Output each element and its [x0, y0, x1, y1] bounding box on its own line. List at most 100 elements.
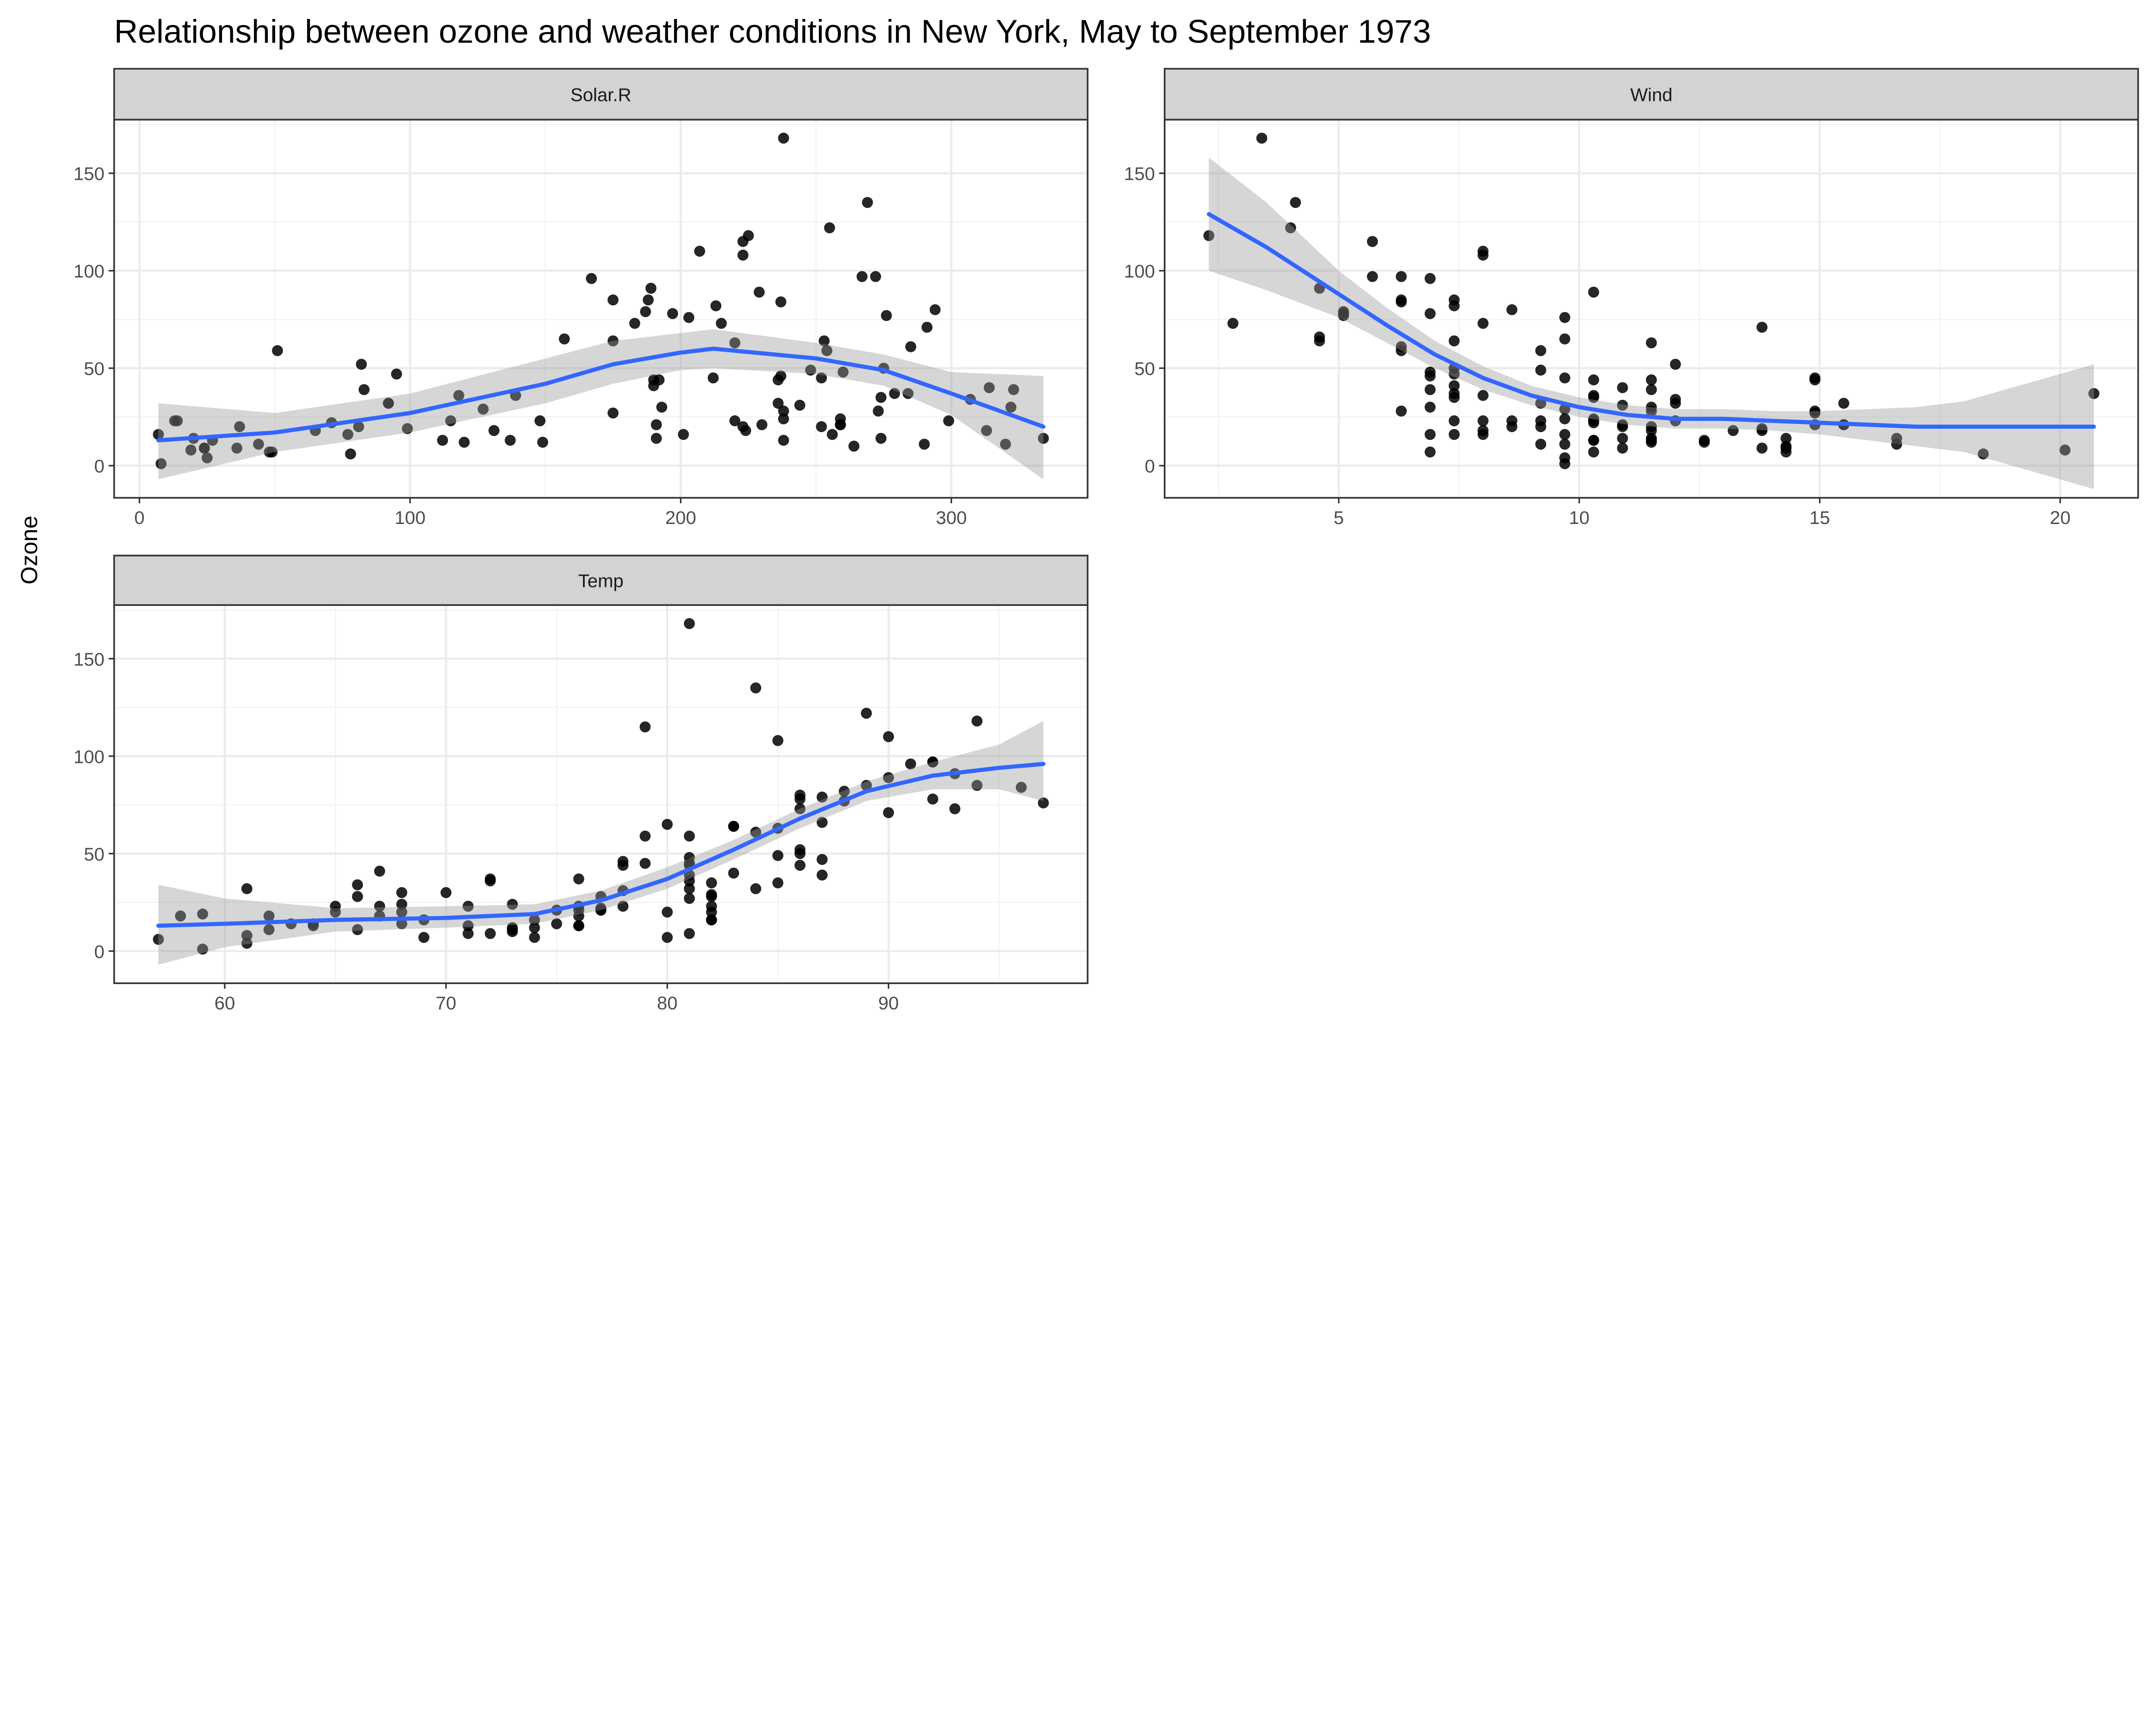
data-point: [943, 415, 954, 427]
data-point: [477, 403, 489, 415]
data-point: [737, 249, 749, 261]
data-point: [816, 817, 828, 828]
panel-solar-r: Solar.R 0 100 200 300 0 50 100 150: [74, 68, 1089, 528]
data-point: [573, 920, 584, 932]
data-point: [645, 282, 657, 294]
data-point: [1256, 132, 1267, 144]
data-point: [716, 318, 727, 329]
data-point: [816, 854, 828, 865]
data-point: [485, 928, 496, 939]
data-point: [706, 914, 717, 925]
data-point: [1448, 429, 1460, 440]
x-tick-label: 0: [134, 508, 144, 528]
data-point: [1338, 308, 1349, 319]
data-point: [778, 132, 789, 144]
data-point: [875, 392, 887, 403]
data-point: [391, 368, 402, 380]
data-point: [1535, 345, 1546, 356]
data-point: [185, 444, 197, 456]
data-point: [971, 780, 983, 791]
data-point: [875, 433, 887, 444]
y-tick-label: 50: [84, 359, 104, 380]
data-point: [155, 458, 167, 469]
data-point: [1645, 384, 1657, 395]
data-point: [1005, 401, 1017, 413]
data-point: [272, 345, 283, 356]
data-point: [856, 271, 868, 282]
data-point: [778, 435, 789, 446]
data-point: [1588, 374, 1599, 386]
data-point: [1645, 374, 1657, 386]
data-point: [1559, 452, 1570, 464]
data-point: [1506, 304, 1517, 315]
data-point: [728, 867, 740, 879]
data-point: [651, 419, 662, 430]
data-point: [1756, 322, 1768, 333]
data-point: [861, 708, 872, 719]
data-point: [1203, 230, 1215, 242]
data-point: [231, 442, 243, 454]
data-point: [537, 436, 548, 448]
data-point: [1000, 439, 1011, 450]
data-point: [1037, 797, 1049, 809]
data-point: [821, 345, 833, 356]
data-point: [234, 421, 245, 433]
data-point: [816, 421, 827, 433]
data-point: [445, 415, 456, 427]
y-tick-label: 150: [74, 164, 105, 185]
data-point: [462, 928, 474, 939]
data-point: [1588, 446, 1599, 458]
data-point: [507, 926, 518, 937]
data-point: [607, 407, 619, 419]
data-point: [772, 398, 784, 409]
data-point: [617, 856, 629, 867]
confidence-ribbon: [158, 721, 1044, 965]
data-point: [197, 944, 208, 955]
data-point: [1670, 358, 1681, 370]
panel-temp: Temp 60 70 80 90 0 50 100 150: [74, 555, 1089, 1014]
data-point: [1227, 318, 1239, 329]
facet-strip: [1163, 68, 2139, 121]
data-point: [640, 306, 651, 317]
data-point: [383, 398, 394, 409]
data-point: [708, 372, 719, 384]
data-point: [342, 429, 354, 440]
data-point: [778, 413, 789, 425]
data-point: [1448, 335, 1460, 347]
data-point: [1448, 380, 1460, 392]
data-point: [729, 337, 740, 348]
data-point: [1559, 312, 1570, 323]
data-point: [153, 934, 164, 945]
data-point: [648, 374, 659, 386]
data-point: [683, 830, 695, 842]
data-point: [1424, 384, 1436, 395]
data-point: [667, 308, 678, 319]
facet-strip-label: Wind: [1630, 85, 1673, 105]
data-point: [345, 448, 356, 460]
data-point: [607, 294, 619, 306]
data-point: [805, 364, 816, 376]
data-point: [241, 930, 253, 941]
data-point: [2059, 444, 2071, 456]
x-tick-label: 15: [1809, 508, 1830, 528]
data-point: [1395, 271, 1407, 282]
data-point: [750, 883, 761, 894]
data-point: [905, 758, 916, 770]
data-point: [927, 756, 938, 768]
smooth-line: [1206, 212, 2096, 429]
data-point: [883, 731, 894, 742]
data-point: [197, 908, 208, 920]
facet-strip-label: Temp: [578, 571, 624, 592]
data-point: [1756, 425, 1768, 436]
data-point: [775, 296, 787, 307]
data-point: [534, 415, 546, 427]
data-point: [307, 920, 319, 932]
data-point: [1367, 236, 1378, 247]
data-point: [2088, 388, 2100, 399]
data-point: [728, 821, 740, 832]
y-tick-label: 100: [74, 261, 105, 282]
y-axis-title: Ozone: [16, 516, 42, 585]
data-point: [505, 435, 516, 446]
data-point: [661, 819, 673, 830]
